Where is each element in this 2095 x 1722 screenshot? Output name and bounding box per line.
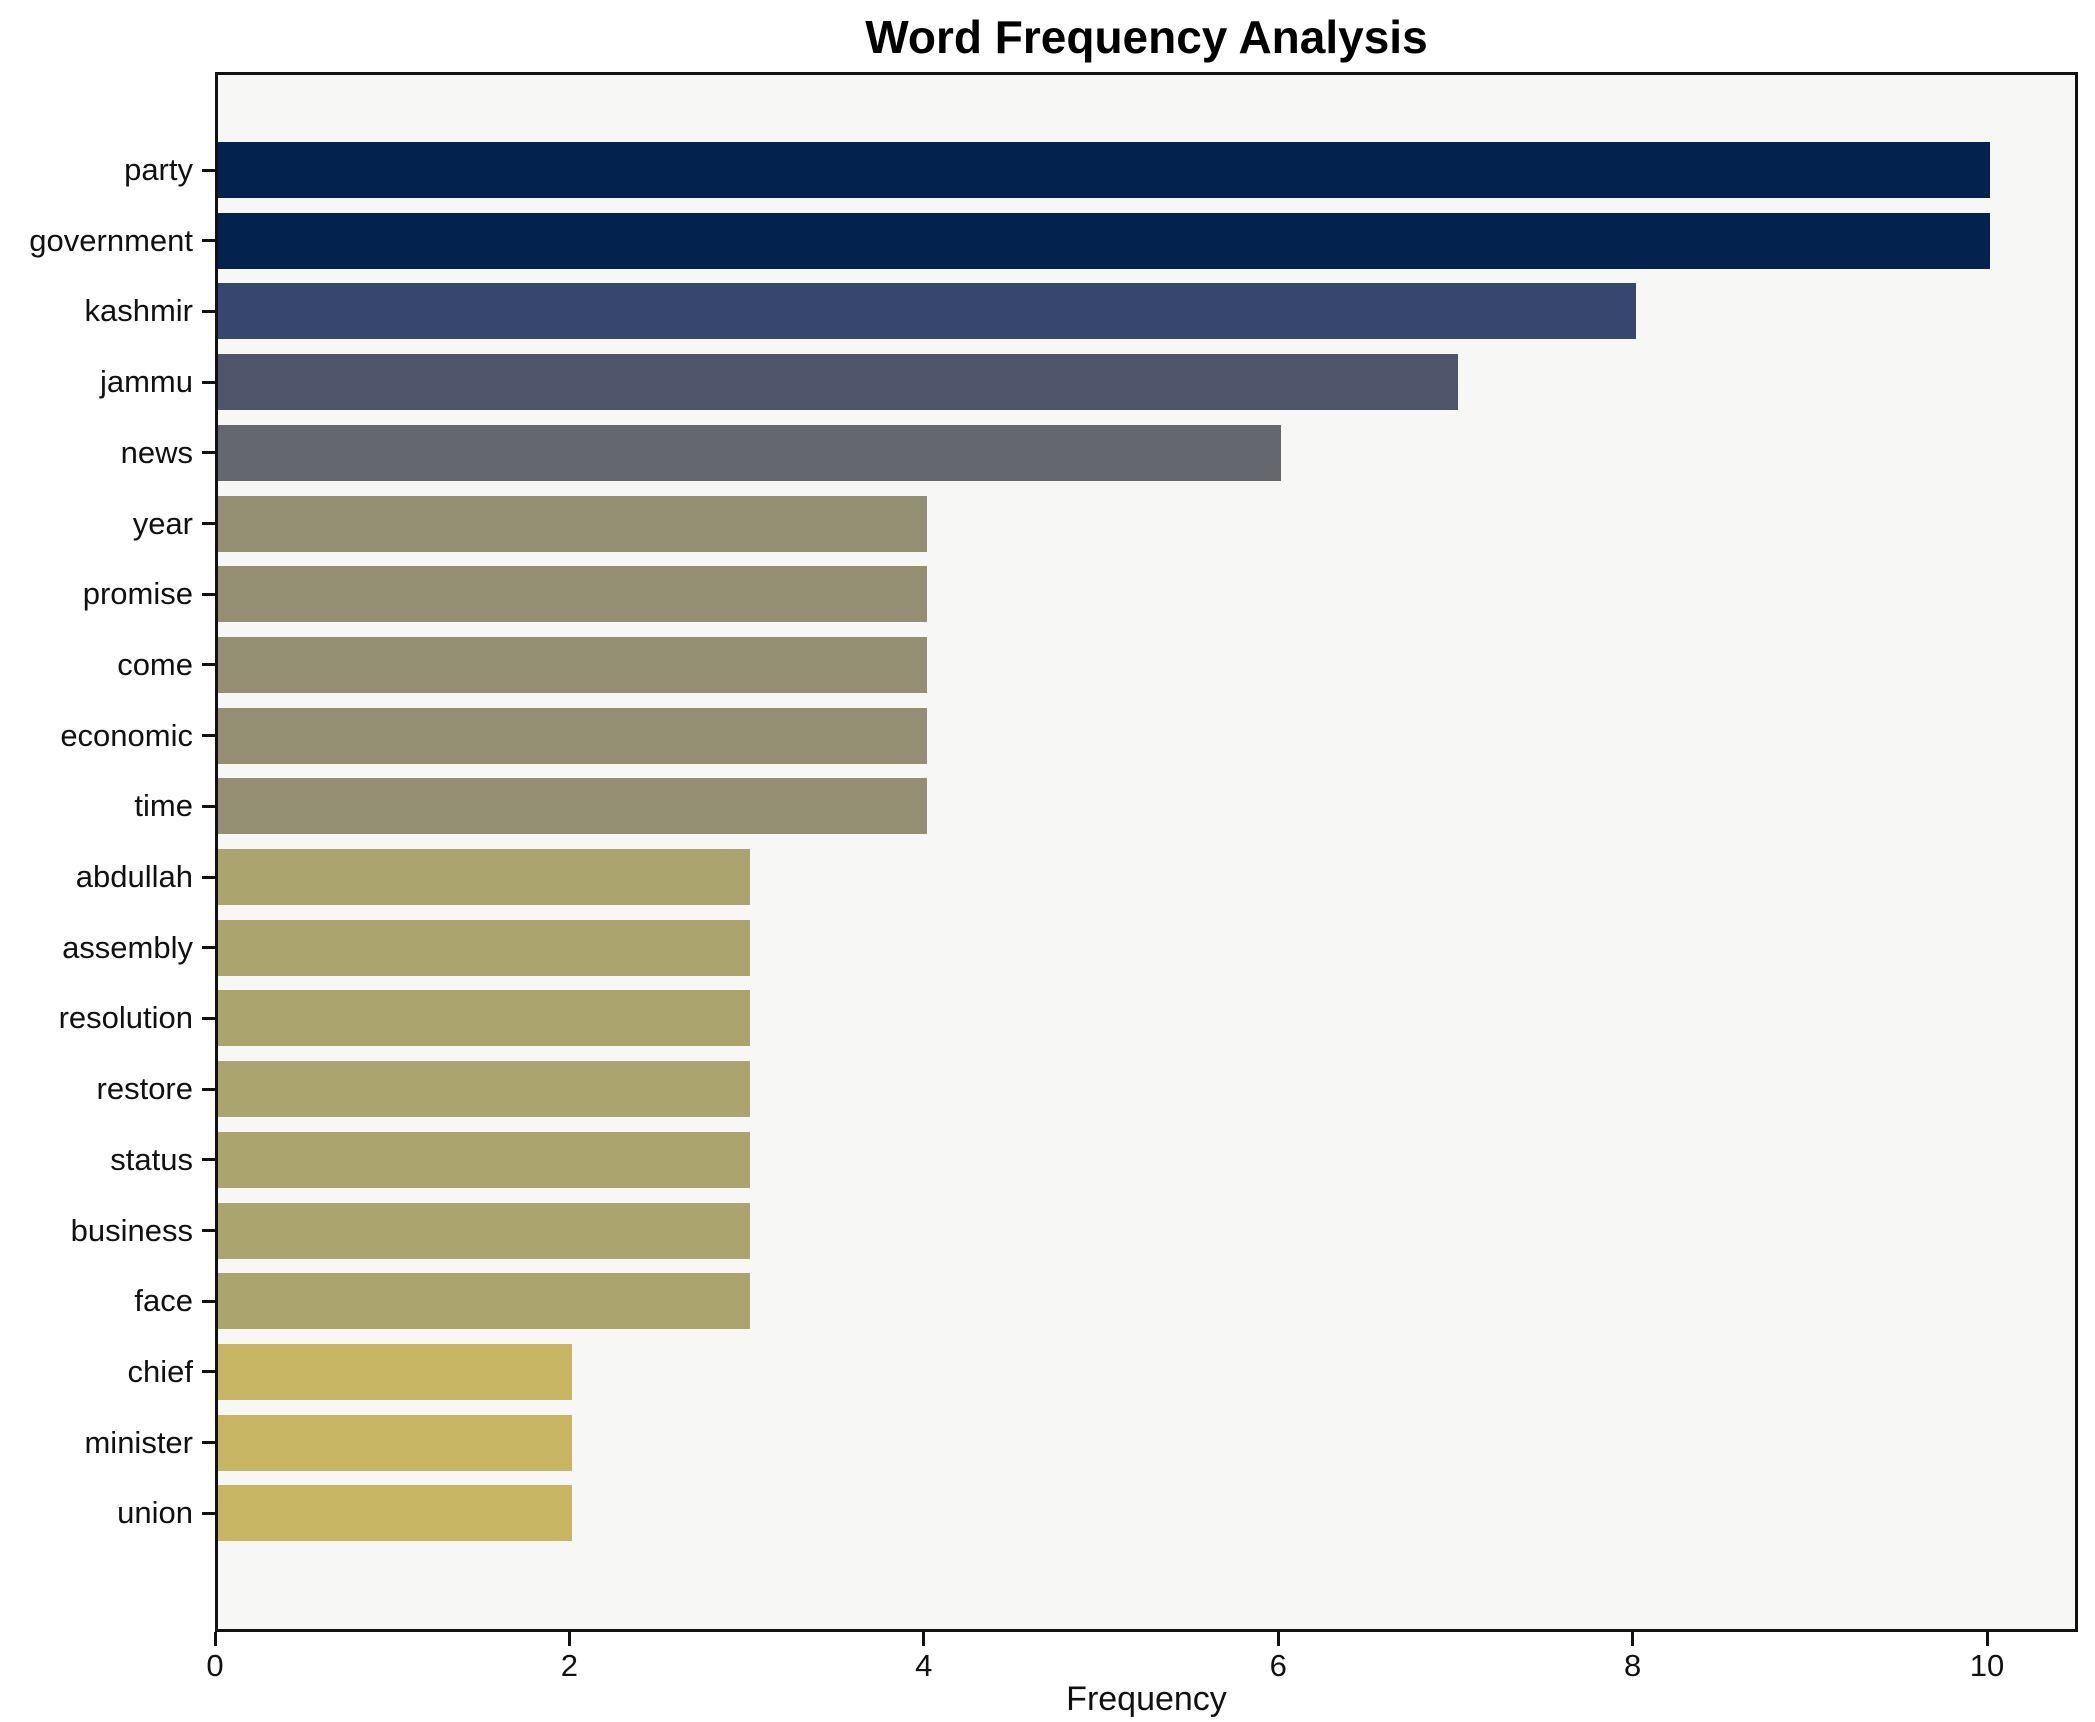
bar-chief [218,1343,573,1400]
y-tick-kashmir [202,309,215,313]
bar-abdullah [218,849,750,905]
bar-status [218,1131,750,1188]
y-label-union: union [117,1495,193,1531]
bar-union [218,1485,573,1542]
x-axis-label: Frequency [1066,1680,1227,1718]
bar-assembly [218,919,750,976]
y-label-party: party [124,152,193,187]
y-label-assembly: assembly [62,929,193,965]
bar-business [218,1202,750,1259]
plot-area [215,72,2078,1632]
y-tick-resolution [202,1016,215,1020]
y-label-abdullah: abdullah [75,859,193,894]
y-tick-business [202,1229,215,1232]
y-tick-come [202,663,215,667]
y-label-face: face [134,1283,193,1319]
bar-resolution [218,990,750,1047]
x-tick-4 [922,1632,926,1646]
y-tick-year [202,522,215,525]
y-label-restore: restore [96,1071,193,1107]
y-label-government: government [29,222,193,258]
y-label-year: year [132,505,193,541]
bar-economic [218,707,927,764]
bar-time [218,778,927,835]
bar-news [218,424,1282,481]
bar-promise [218,566,927,623]
y-tick-promise [202,592,215,596]
bar-minister [218,1414,573,1471]
bar-kashmir [218,283,1636,340]
y-label-chief: chief [127,1353,193,1389]
bar-come [218,636,927,693]
y-label-business: business [70,1212,193,1248]
y-tick-union [202,1511,215,1515]
x-tick-label-4: 4 [915,1648,933,1683]
x-tick-label-8: 8 [1623,1648,1642,1683]
y-tick-time [202,804,215,808]
x-tick-8 [1631,1632,1635,1646]
bar-year [218,495,927,552]
bar-government [218,212,1990,269]
y-tick-chief [202,1370,215,1374]
y-tick-government [202,239,215,243]
x-tick-label-6: 6 [1269,1648,1287,1683]
x-tick-6 [1276,1632,1280,1646]
y-tick-face [202,1299,215,1303]
y-label-come: come [117,646,193,682]
x-tick-label-0: 0 [206,1648,224,1683]
y-label-kashmir: kashmir [84,293,193,329]
y-label-minister: minister [84,1424,193,1460]
y-label-promise: promise [82,576,193,612]
bar-party [218,142,1990,198]
x-tick-10 [1985,1632,1989,1646]
y-label-status: status [110,1141,193,1177]
y-tick-assembly [202,946,215,950]
y-tick-status [202,1158,215,1162]
bar-jammu [218,354,1459,411]
bar-restore [218,1061,750,1118]
y-tick-news [202,451,215,455]
y-label-resolution: resolution [58,1000,193,1036]
x-tick-label-10: 10 [1969,1648,2005,1683]
y-tick-economic [202,734,215,738]
y-label-time: time [134,788,193,824]
y-label-news: news [120,434,193,470]
y-tick-abdullah [202,875,215,879]
y-tick-jammu [202,380,215,384]
x-tick-label-2: 2 [560,1648,579,1683]
y-tick-restore [202,1087,215,1091]
y-tick-party [202,168,215,172]
bar-face [218,1273,750,1330]
x-tick-2 [567,1632,571,1646]
y-tick-minister [202,1441,215,1445]
y-label-economic: economic [60,717,193,753]
x-tick-0 [213,1632,217,1646]
chart-title: Word Frequency Analysis [865,11,1428,63]
y-label-jammu: jammu [99,364,193,400]
